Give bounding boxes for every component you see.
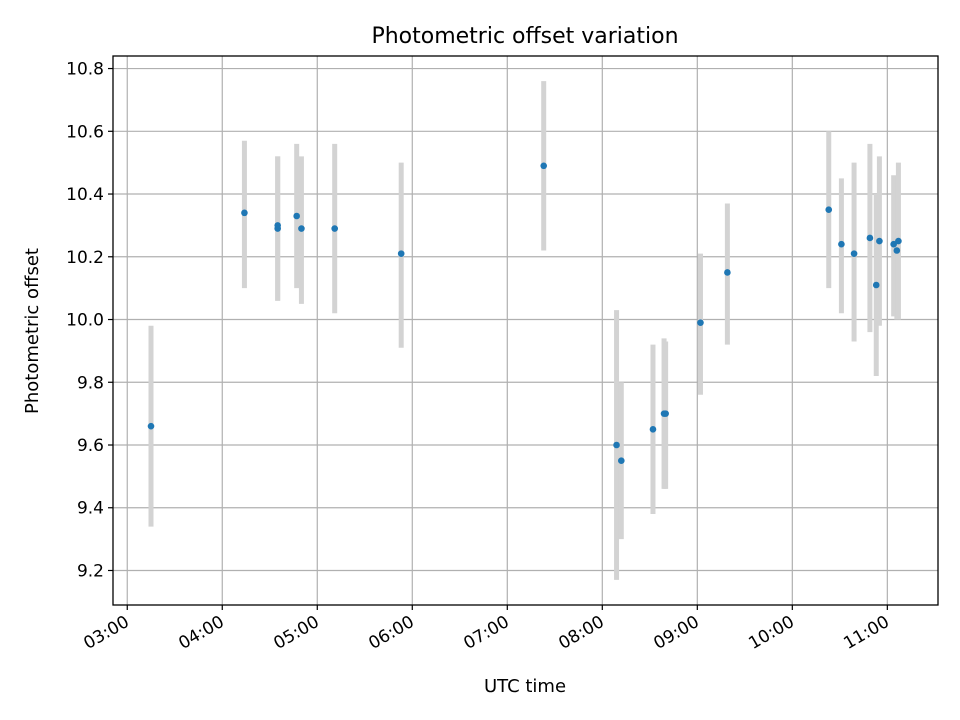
chart-title: Photometric offset variation (371, 24, 678, 49)
data-point (850, 250, 858, 257)
data-point (613, 441, 620, 449)
y-tick-label: 10.4 (66, 185, 104, 205)
x-tick-label: 10:00 (745, 612, 797, 654)
data-points (147, 162, 902, 464)
y-tick-label: 9.6 (77, 436, 104, 456)
ticks: 03:00 04:00 05:00 06:00 07:00 08:00 09:00 10:00… (66, 60, 893, 654)
y-tick-label: 10.8 (66, 60, 104, 80)
x-tick-label: 11:00 (840, 612, 892, 654)
x-tick-label: 09:00 (650, 612, 702, 654)
data-point (825, 206, 833, 214)
data-point (890, 240, 897, 248)
grid (113, 56, 938, 605)
y-tick-label: 9.2 (77, 561, 104, 581)
x-tick-label: 03:00 (80, 612, 132, 654)
y-tick-label: 10.6 (66, 122, 104, 142)
data-point (724, 269, 731, 276)
x-tick-label: 06:00 (365, 612, 417, 654)
data-point (662, 410, 669, 417)
data-point (293, 212, 300, 220)
y-tick-label: 9.8 (77, 373, 104, 393)
y-tick-label: 9.4 (77, 499, 104, 519)
data-point (274, 222, 281, 229)
data-point (895, 237, 902, 245)
data-point (697, 319, 704, 326)
data-point (540, 162, 548, 170)
data-point (618, 457, 625, 464)
data-point (147, 422, 155, 430)
data-point (893, 247, 901, 254)
data-point (838, 240, 845, 248)
data-point (872, 281, 880, 289)
x-tick-label: 07:00 (460, 612, 512, 654)
y-axis-label: Photometric offset (22, 248, 43, 414)
data-point (241, 209, 248, 217)
data-point (649, 426, 657, 433)
x-axis-label: UTC time (484, 676, 566, 697)
data-point (397, 250, 405, 257)
data-point (876, 237, 883, 245)
x-tick-label: 05:00 (270, 612, 322, 654)
error-bars (148, 81, 901, 580)
x-tick-label: 08:00 (555, 612, 607, 654)
x-tick-label: 04:00 (175, 612, 227, 654)
y-tick-label: 10.0 (66, 311, 104, 331)
y-tick-label: 10.2 (66, 248, 104, 268)
plot-frame (112, 55, 939, 606)
data-point (866, 234, 874, 242)
data-point (298, 225, 305, 232)
data-point (331, 225, 338, 232)
